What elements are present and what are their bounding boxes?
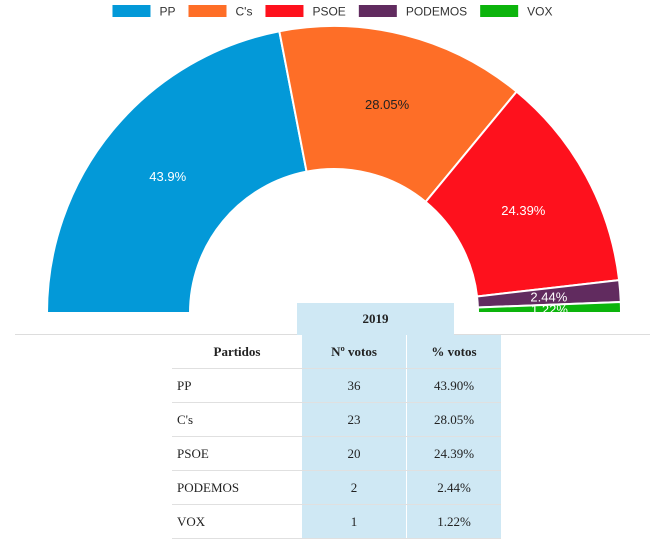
seat-chart: PP C's PSOE PODEMOS VOX 43.9% 28.05% 24.39% 2.4… xyxy=(45,4,623,317)
slice-vox xyxy=(476,300,623,314)
slice-label: 43.9% xyxy=(149,169,186,184)
legend-label: PODEMOS xyxy=(406,5,467,19)
party-cell: PP xyxy=(172,368,302,403)
table-header-row: Partidos Nº votos % votos xyxy=(172,335,501,369)
pct-cell: 43.90% xyxy=(406,368,501,403)
chart-labels: 43.9% 28.05% 24.39% 2.44%1.22% xyxy=(149,97,568,317)
legend-item: VOX xyxy=(480,5,553,19)
slice-cs xyxy=(278,25,519,204)
votes-cell: 23 xyxy=(302,402,407,437)
chart-slices xyxy=(45,25,623,314)
party-cell: VOX xyxy=(172,504,302,539)
party-cell: PSOE xyxy=(172,436,302,471)
chart-legend: PP C's PSOE PODEMOS VOX xyxy=(112,5,553,19)
legend-item: PODEMOS xyxy=(358,5,467,19)
legend-item: PP xyxy=(112,5,176,19)
table-row: PODEMOS 2 2.44% xyxy=(172,470,501,505)
slice-label: 2.44% xyxy=(530,289,567,304)
legend-swatch xyxy=(112,5,151,17)
slice-pp xyxy=(45,30,308,314)
legend-label: VOX xyxy=(527,5,552,19)
votes-cell: 36 xyxy=(302,368,407,403)
table-row: C's 23 28.05% xyxy=(172,402,501,437)
table-row: PP 36 43.90% xyxy=(172,368,501,403)
pct-cell: 24.39% xyxy=(406,436,501,471)
slice-label: 28.05% xyxy=(365,97,410,112)
votes-cell: 20 xyxy=(302,436,407,471)
legend-label: C's xyxy=(236,5,253,19)
column-header-party: Partidos xyxy=(172,335,302,369)
party-cell: C's xyxy=(172,402,302,437)
votes-cell: 1 xyxy=(302,504,407,539)
column-header-votes: Nº votos xyxy=(302,335,407,369)
table-year-header: 2019 xyxy=(297,303,454,335)
slice-label: 24.39% xyxy=(501,203,546,218)
legend-swatch xyxy=(358,5,397,17)
votes-cell: 2 xyxy=(302,470,407,505)
legend-swatch xyxy=(265,5,304,17)
pct-cell: 28.05% xyxy=(406,402,501,437)
party-cell: PODEMOS xyxy=(172,470,302,505)
legend-label: PP xyxy=(159,5,175,19)
legend-label: PSOE xyxy=(312,5,345,19)
legend-item: PSOE xyxy=(265,5,346,19)
column-header-pct: % votos xyxy=(406,335,501,369)
legend-item: C's xyxy=(188,5,253,19)
table-row: PSOE 20 24.39% xyxy=(172,436,501,471)
legend-swatch xyxy=(480,5,519,17)
table-row: VOX 1 1.22% xyxy=(172,504,501,539)
slice-label: 1.22% xyxy=(531,302,568,317)
legend-swatch xyxy=(188,5,227,17)
pct-cell: 1.22% xyxy=(406,504,501,539)
results-table: Partidos Nº votos % votos PP 36 43.90% C… xyxy=(172,335,501,539)
pct-cell: 2.44% xyxy=(406,470,501,505)
